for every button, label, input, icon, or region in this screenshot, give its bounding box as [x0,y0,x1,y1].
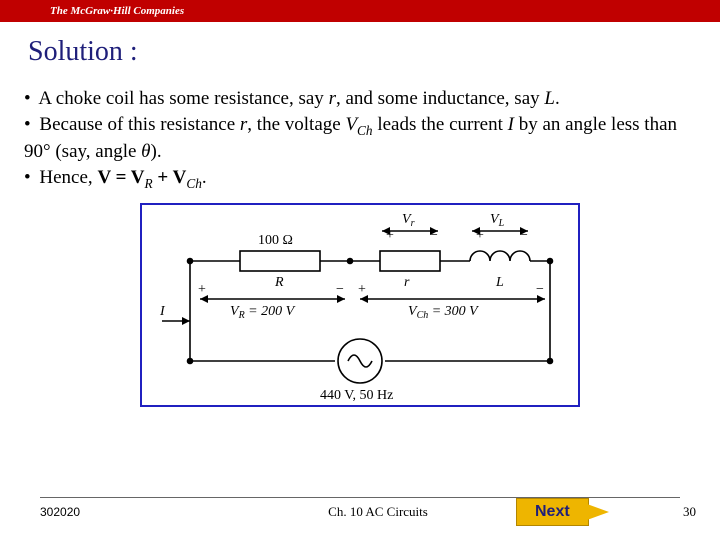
b2-theta: θ [141,141,150,162]
b3-post: . [202,167,207,188]
b1-mid1: , and some inductance, say [336,88,544,109]
i-label: I [159,304,166,319]
b1-post: . [555,88,560,109]
b3-eq1: V = V [97,167,144,188]
b3-pre: Hence, [39,167,97,188]
plus-r: + [386,228,394,243]
vch-eq: VCh = 300 V [408,304,479,321]
b2-mid1: , the voltage [247,114,345,135]
brand-logo-text: The McGraw·Hill Companies [50,5,184,17]
minus-l: − [520,228,528,243]
b2-pre: Because of this resistance [39,114,239,135]
bullet-dot: • [24,114,31,135]
plus-vr: + [198,282,206,297]
next-arrow-icon [587,504,609,520]
page-title: Solution : [28,36,720,68]
circuit-diagram: 100 Ω Vr VL + − + − R r L I + VR = 200 V… [150,211,570,401]
b1-L: L [544,88,555,109]
bullet-dot: • [24,88,31,109]
footer-chapter: Ch. 10 AC Circuits [240,504,516,520]
b2-mid2: leads the current [373,114,508,135]
plus-l: + [476,228,484,243]
l-label: L [495,275,504,290]
minus-r: − [430,228,438,243]
circuit-frame: 100 Ω Vr VL + − + − R r L I + VR = 200 V… [140,203,580,407]
ohm-label: 100 Ω [258,233,293,248]
b3-sub1: R [145,176,153,191]
footer-page-number: 30 [666,504,696,520]
b1-pre: A choke coil has some resistance, say [38,88,328,109]
b2-sub: Ch [357,122,373,137]
vr-top-label: Vr [402,212,415,229]
next-button-wrap: Next [516,498,666,526]
solution-body: • A choke coil has some resistance, say … [24,86,696,193]
b2-v: V [345,114,357,135]
b3-sub2: Ch [186,176,202,191]
b2-post: ). [151,141,162,162]
b3-eq2: + V [153,167,187,188]
next-button[interactable]: Next [516,498,589,526]
vr-eq: VR = 200 V [230,304,296,321]
r-small-label: r [404,275,410,290]
footer-date: 30‏‏‏‏‏‏‏2020 [40,505,240,519]
r-cap-label: R [274,275,284,290]
circuit-container: 100 Ω Vr VL + − + − R r L I + VR = 200 V… [0,203,720,407]
plus-vch: + [358,282,366,297]
bullet-dot: • [24,167,31,188]
slide-footer: 30‏‏‏‏‏‏‏2020 Ch. 10 AC Circuits Next 30 [0,498,720,526]
minus-vr: − [336,282,344,297]
source-label: 440 V, 50 Hz [320,388,393,401]
brand-header: The McGraw·Hill Companies [0,0,720,22]
b1-r: r [329,88,336,109]
minus-vch: − [536,282,544,297]
vl-top-label: VL [490,212,505,229]
